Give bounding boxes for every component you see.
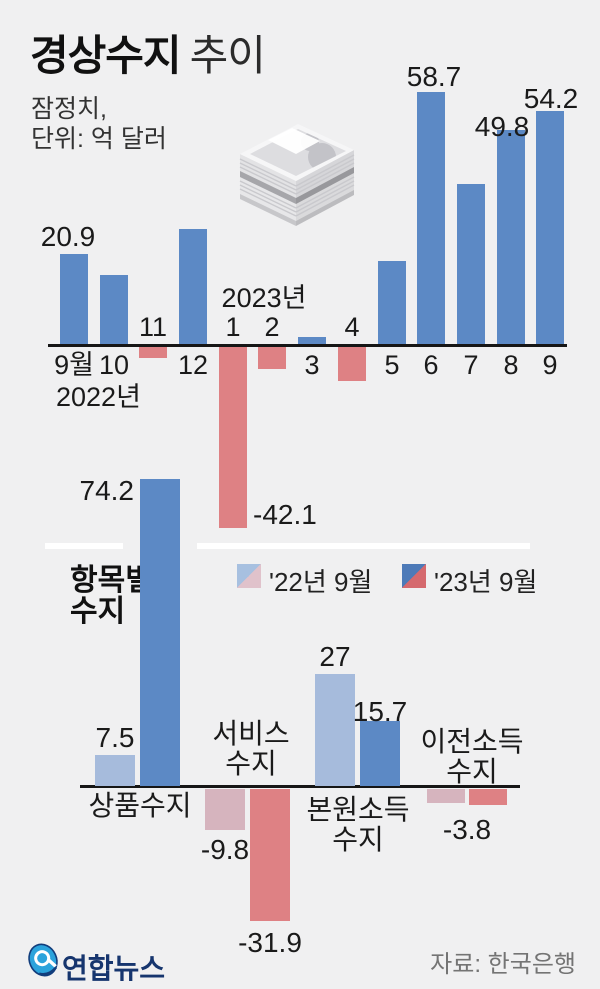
- value-label-20.9: 20.9: [40, 221, 96, 252]
- bar-상품수지-s0: [95, 755, 135, 786]
- title-suffix: 추이: [189, 32, 266, 79]
- value-label-27: 27: [319, 641, 351, 672]
- bar-본원소득수지-s0: [315, 674, 355, 786]
- legend: '22년 9월 '23년 9월: [0, 561, 600, 597]
- bar-서비스수지-s1: [250, 789, 290, 921]
- legend-swatch-2023: [402, 564, 426, 588]
- value-label--3.8: -3.8: [442, 814, 492, 845]
- value-label-54.2: 54.2: [523, 83, 579, 114]
- tick-label-11: 11: [138, 312, 168, 342]
- tick-label-7: 7: [463, 350, 479, 380]
- value-label--42.1: -42.1: [253, 499, 317, 530]
- category-label-본원소득수지-line2: 수지: [332, 824, 384, 855]
- bar-month-6: [417, 92, 445, 344]
- section-divider-right: [197, 543, 530, 549]
- bar-month-11: [139, 347, 167, 358]
- section-divider-left: [45, 543, 123, 549]
- bar-이전소득수지-s0: [427, 789, 465, 803]
- category-label-이전소득수지-line1: 이전소득: [420, 726, 524, 757]
- category-label-상품수지: 상품수지: [88, 790, 192, 821]
- source-label: 자료: 한국은행: [430, 951, 576, 978]
- legend-swatch-2022: [237, 564, 261, 588]
- tick-label-6: 6: [423, 350, 439, 380]
- tick-label-10: 10: [98, 350, 130, 380]
- tick-label-9: 9: [542, 350, 558, 380]
- bar-month-2: [258, 347, 286, 369]
- year-marker-2022: 2022년: [56, 382, 141, 412]
- value-label-49.8: 49.8: [474, 111, 530, 142]
- value-label-58.7: 58.7: [406, 61, 462, 92]
- section-label: 항목별 수지: [70, 565, 153, 627]
- legend-label-2022: '22년 9월: [269, 567, 373, 597]
- section-label-line2: 수지: [70, 595, 126, 628]
- value-label-15.7: 15.7: [352, 696, 408, 727]
- title-main: 경상수지: [30, 32, 182, 79]
- money-stack-illustration: [239, 124, 355, 226]
- tick-label-5: 5: [384, 350, 400, 380]
- category-label-본원소득수지-line1: 본원소득: [306, 794, 410, 825]
- category-label-이전소득수지-line2: 수지: [446, 756, 498, 787]
- tick-label-4: 4: [344, 312, 360, 342]
- subtitle-note: 잠정치,: [31, 95, 107, 123]
- value-label-7.5: 7.5: [95, 722, 135, 753]
- tick-label-2: 2: [264, 312, 280, 342]
- bar-month-4: [338, 347, 366, 381]
- bar-month-7: [457, 184, 485, 344]
- category-label-서비스수지-line2: 수지: [225, 748, 277, 779]
- bar-month-12: [179, 229, 207, 344]
- tick-label-12: 12: [177, 350, 209, 380]
- category-label-서비스수지-line1: 서비스: [212, 718, 290, 749]
- bar-month-9월: [60, 254, 88, 344]
- subtitle-unit: 단위: 억 달러: [31, 125, 167, 153]
- value-label--31.9: -31.9: [238, 927, 302, 958]
- tick-label-9월: 9월: [54, 350, 94, 380]
- bar-month-10: [100, 275, 128, 344]
- bottom-axis-line: [80, 785, 520, 788]
- bar-상품수지-s1: [140, 479, 180, 786]
- bar-month-1: [219, 347, 247, 528]
- value-label--9.8: -9.8: [200, 834, 250, 865]
- tick-label-3: 3: [304, 350, 320, 380]
- bar-서비스수지-s0: [205, 789, 245, 830]
- top-axis-line: [48, 344, 567, 347]
- year-marker-2023: 2023년: [221, 283, 307, 313]
- section-label-line1: 항목별: [70, 564, 153, 597]
- bar-본원소득수지-s1: [360, 721, 400, 786]
- bar-month-8: [497, 130, 525, 344]
- bar-이전소득수지-s1: [469, 789, 507, 805]
- bar-month-3: [298, 337, 326, 344]
- bar-month-9: [536, 111, 564, 344]
- yonhap-logo-icon: [28, 943, 58, 977]
- yonhap-logo-text: 연합뉴스: [62, 953, 166, 984]
- bar-month-5: [378, 261, 406, 344]
- page-title: 경상수지 추이: [30, 22, 266, 83]
- tick-label-8: 8: [503, 350, 519, 380]
- value-label-74.2: 74.2: [79, 475, 135, 506]
- legend-label-2023: '23년 9월: [434, 567, 538, 597]
- tick-label-1: 1: [225, 312, 241, 342]
